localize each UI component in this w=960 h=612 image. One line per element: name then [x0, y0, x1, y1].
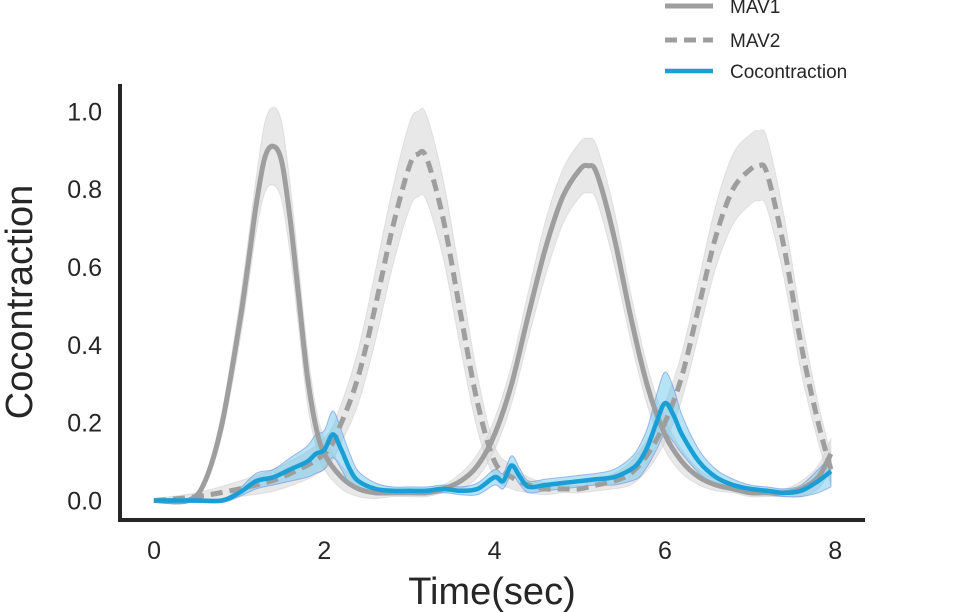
y-tick-label: 1.0	[67, 98, 102, 126]
series-lines	[153, 143, 834, 505]
legend-label-mav2: MAV2	[730, 31, 780, 52]
y-tick-label: 0.6	[67, 254, 102, 282]
x-tick-label: 4	[488, 537, 502, 565]
line-mav2	[153, 148, 834, 503]
line-cocontraction	[154, 400, 833, 504]
band-mav2	[153, 107, 832, 504]
axes	[118, 84, 865, 522]
y-tick-label: 0.4	[67, 332, 102, 360]
tick-labels: 0 2 4 6 8 0.0 0.2 0.4 0.6 0.8 1.0	[67, 98, 842, 565]
y-tick-label: 0.0	[67, 488, 102, 516]
x-tick-label: 0	[147, 537, 161, 565]
y-tick-label: 0.8	[67, 176, 102, 204]
x-tick-label: 8	[828, 537, 842, 565]
line-mav1	[153, 143, 834, 505]
legend-label-cocontraction: Cocontraction	[730, 62, 847, 83]
x-axis-label: Time(sec)	[408, 571, 575, 612]
x-tick-label: 2	[317, 537, 331, 565]
legend-label-mav1: MAV1	[730, 0, 780, 18]
x-tick-label: 6	[658, 537, 672, 565]
legend: MAV1 MAV2 Cocontraction	[665, 0, 847, 83]
y-axis-label: Cocontraction	[0, 185, 41, 419]
y-tick-label: 0.2	[67, 410, 102, 438]
